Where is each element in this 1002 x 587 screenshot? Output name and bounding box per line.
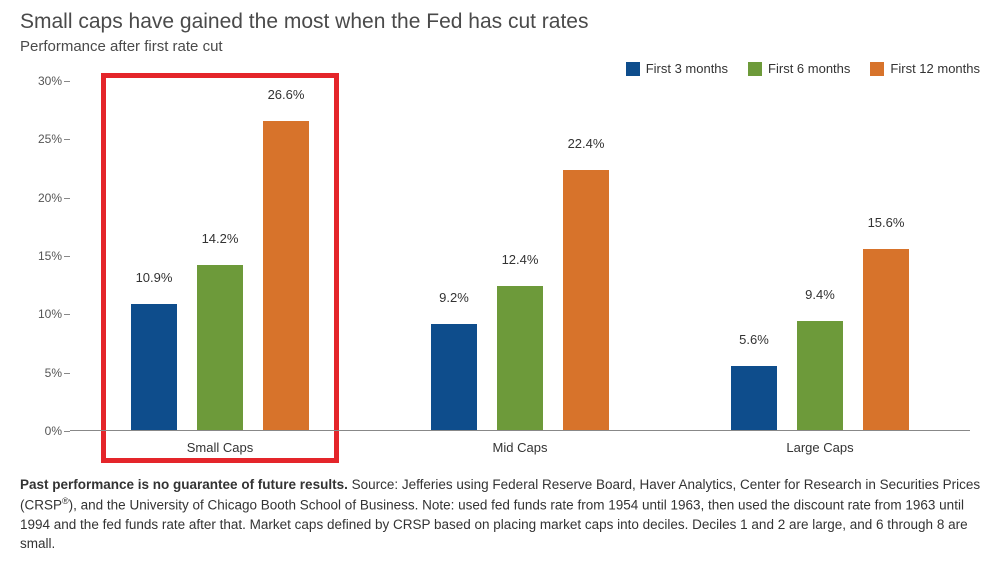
chart-container: First 3 months First 6 months First 12 mon… bbox=[20, 61, 980, 461]
bar bbox=[497, 286, 543, 431]
bar-value-label: 10.9% bbox=[136, 270, 173, 285]
legend-item: First 12 months bbox=[870, 61, 980, 76]
bar bbox=[263, 121, 309, 431]
bar bbox=[131, 304, 177, 431]
bar-value-label: 12.4% bbox=[502, 252, 539, 267]
y-tick-label: 15% bbox=[38, 249, 62, 263]
legend-item: First 6 months bbox=[748, 61, 850, 76]
bar-value-label: 26.6% bbox=[268, 87, 305, 102]
legend-label: First 3 months bbox=[646, 61, 728, 76]
footnote-text-2: ), and the University of Chicago Booth S… bbox=[20, 497, 968, 551]
bar bbox=[863, 249, 909, 431]
y-tick-label: 0% bbox=[45, 424, 62, 438]
legend-label: First 12 months bbox=[890, 61, 980, 76]
bar bbox=[731, 366, 777, 431]
bar-value-label: 9.2% bbox=[439, 290, 469, 305]
footnote: Past performance is no guarantee of futu… bbox=[20, 475, 982, 554]
bar bbox=[197, 265, 243, 431]
bar bbox=[563, 170, 609, 431]
bar-value-label: 14.2% bbox=[202, 231, 239, 246]
bar-value-label: 9.4% bbox=[805, 287, 835, 302]
legend: First 3 months First 6 months First 12 mon… bbox=[626, 61, 980, 76]
category-label: Small Caps bbox=[187, 440, 253, 455]
y-tick-label: 10% bbox=[38, 307, 62, 321]
bar bbox=[431, 324, 477, 431]
footnote-sup: ® bbox=[62, 496, 69, 506]
legend-label: First 6 months bbox=[768, 61, 850, 76]
bar-value-label: 5.6% bbox=[739, 332, 769, 347]
legend-swatch bbox=[626, 62, 640, 76]
legend-swatch bbox=[870, 62, 884, 76]
category-label: Large Caps bbox=[786, 440, 853, 455]
footnote-bold: Past performance is no guarantee of futu… bbox=[20, 477, 348, 492]
x-axis-line bbox=[70, 430, 970, 431]
y-tick-label: 30% bbox=[38, 74, 62, 88]
bar-value-label: 22.4% bbox=[568, 136, 605, 151]
bar bbox=[797, 321, 843, 431]
y-tick-label: 5% bbox=[45, 366, 62, 380]
y-tick-label: 25% bbox=[38, 132, 62, 146]
y-axis: 0%5%10%15%20%25%30% bbox=[20, 81, 70, 431]
category-label: Mid Caps bbox=[493, 440, 548, 455]
bar-value-label: 15.6% bbox=[868, 215, 905, 230]
chart-subtitle: Performance after first rate cut bbox=[20, 38, 982, 55]
chart-title: Small caps have gained the most when the… bbox=[20, 10, 982, 34]
y-tick-label: 20% bbox=[38, 191, 62, 205]
legend-item: First 3 months bbox=[626, 61, 728, 76]
legend-swatch bbox=[748, 62, 762, 76]
y-tick-mark bbox=[64, 431, 70, 432]
plot-area: 10.9%14.2%26.6%Small Caps9.2%12.4%22.4%M… bbox=[70, 81, 970, 431]
